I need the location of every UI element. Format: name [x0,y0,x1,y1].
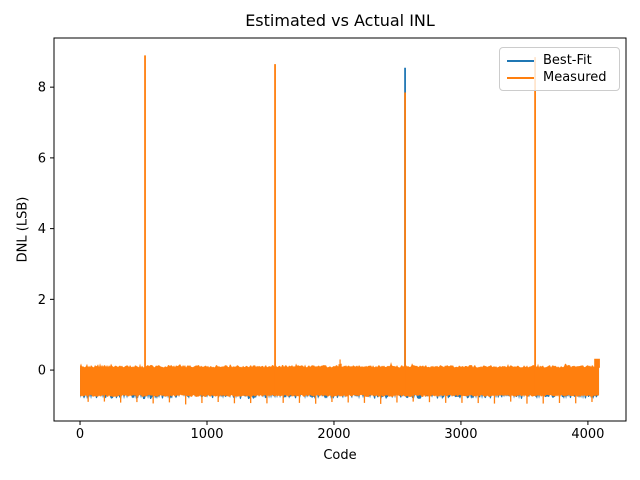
legend-entry-measured: Measured [507,70,613,85]
end-bump [594,358,600,368]
y-axis-label: DNL (LSB) [15,196,31,263]
x-tick-label: 1000 [190,427,223,442]
legend-label-best-fit: Best-Fit [543,53,592,68]
x-tick-label: 2000 [317,427,350,442]
plot-frame [53,37,627,422]
y-tick-label: 2 [38,293,46,308]
y-axis-ticks: 0 2 4 6 8 [38,81,54,379]
x-tick-label: 3000 [444,427,477,442]
x-axis-ticks: 0 1000 2000 3000 4000 [76,421,604,442]
noise-band-measured [80,362,600,397]
x-tick-label: 0 [76,427,84,442]
legend: Best-Fit Measured [499,47,620,91]
y-tick-label: 8 [38,81,46,96]
chart-title: Estimated vs Actual INL [245,11,435,30]
legend-entry-best-fit: Best-Fit [507,53,613,68]
best-fit-line-icon [507,59,534,62]
y-tick-label: 6 [38,151,46,166]
legend-label-measured: Measured [543,70,607,85]
down-spikes-measured [87,394,593,405]
measured-line-icon [507,76,534,79]
y-tick-label: 0 [38,364,46,379]
y-tick-label: 4 [38,222,46,237]
x-axis-label: Code [323,448,357,463]
x-tick-label: 4000 [571,427,604,442]
up-spikes-measured [144,55,600,396]
